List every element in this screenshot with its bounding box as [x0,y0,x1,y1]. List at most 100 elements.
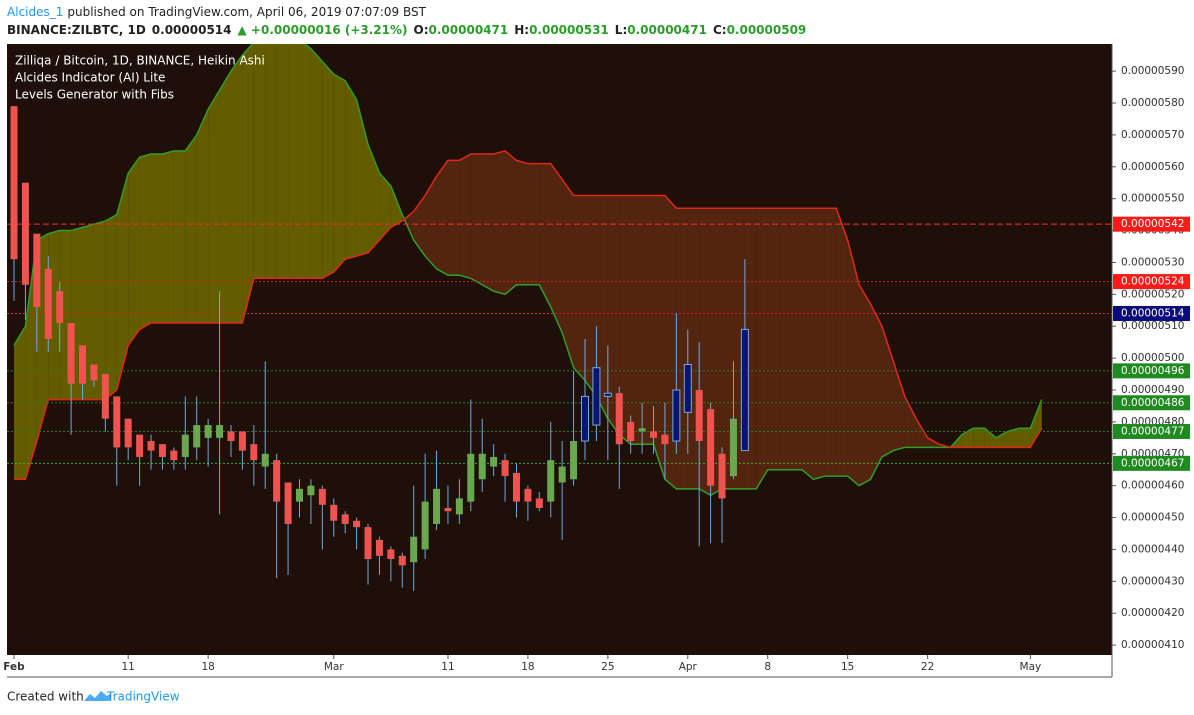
cloud-fill [676,208,688,489]
y-tick-label: 0.00000590 [1121,65,1184,77]
cloud-fill [185,134,197,324]
candle-body [296,488,303,502]
candle-body [615,393,623,445]
cloud-fill [196,109,209,324]
x-tick-label: 8 [764,661,771,673]
candle-body [535,498,543,508]
candle-body [524,488,532,502]
x-tick-label: Feb [3,661,25,673]
level-label-box [1113,395,1190,411]
cloud-fill [379,173,391,241]
cloud-fill [756,208,768,489]
candle-body [79,345,87,384]
cloud-fill [801,208,814,480]
candle-body [398,555,406,566]
cloud-fill [596,195,608,419]
candle-body [547,460,555,502]
cloud-fill [585,195,597,397]
candle-body [570,441,578,480]
cloud-fill [859,284,871,486]
candle-body [353,520,361,528]
candle-body [375,539,383,556]
legend-indicator: Alcides Indicator (AI) Lite [15,71,165,85]
cloud-fill [436,160,448,276]
ohlc-value: 0.00000471 [429,23,509,37]
candle-body [250,444,258,461]
cloud-fill [607,195,620,435]
level-label-box [1113,423,1190,439]
candle-body [592,367,601,426]
candle-body [44,268,52,339]
candle-body [261,453,269,467]
level-label-box [1113,274,1190,290]
candle-body [158,444,166,457]
candle-body [672,389,681,442]
candle-body [683,363,692,413]
candle-body [433,488,441,524]
candle-body [627,421,635,442]
author[interactable]: Alcides_1 [7,5,63,19]
plot [7,44,1112,591]
created-with: Created with [7,690,84,704]
candle-body [113,396,121,448]
cloud-fill [767,208,780,470]
level-label-box [1113,305,1190,321]
cloud-fill [824,208,837,477]
level-label: 0.00000477 [1121,425,1184,437]
candle-body [410,536,418,563]
x-tick-label: 11 [122,661,135,673]
candle-body [147,441,155,451]
cloud-fill [253,44,266,279]
level-label: 0.00000542 [1121,218,1184,230]
x-tick-label: 25 [601,661,614,673]
cloud-fill [413,195,426,257]
published: published on TradingView.com, April 06, … [67,5,426,19]
cloud-fill [173,150,186,324]
level-label-box [1113,216,1190,232]
cloud-fill [265,44,277,279]
cloud-fill [961,428,974,448]
cloud-fill [893,361,905,451]
candle-body [318,488,326,505]
candle-body [501,460,509,477]
candle-body [558,466,566,483]
cloud-fill [459,154,471,279]
candle-body [490,456,498,467]
candle-body [603,392,612,397]
brand[interactable]: TradingView [106,690,180,704]
candle-body [227,431,235,442]
cloud-line [13,44,1043,497]
candle-body [238,431,246,451]
cloud-fill [1007,428,1019,448]
candle-body [33,233,41,308]
cloud-fill [105,214,117,400]
cloud-fill [619,195,631,445]
plot-background [7,44,1112,655]
y-tick-label: 0.00000420 [1121,607,1184,619]
cloud-fill [219,71,231,324]
cloud-fill [996,431,1008,448]
cloud-fill [368,144,380,253]
publish-line: Alcides_1 published on TradingView.com, A… [7,5,427,19]
cloud-fill [664,195,677,489]
ohlc-value: 0.00000471 [627,23,707,37]
cloud-fill [779,208,791,470]
cloud-fill [230,55,243,324]
cloud-fill [116,173,129,390]
candle-body [101,374,109,419]
candle-body [455,498,463,515]
cloud-fill [550,163,563,333]
cloud-fill [128,157,140,346]
cloud-fill [493,150,506,295]
cloud-fill [310,48,323,279]
y-tick-label: 0.00000570 [1121,129,1184,141]
x-tick-label: 15 [841,661,854,673]
y-tick-label: 0.00000520 [1121,288,1184,300]
candle-body [729,418,737,477]
candle-body [638,428,646,432]
x-tick-label: 22 [921,661,934,673]
y-tick-label: 0.00000450 [1121,512,1184,524]
level-label: 0.00000486 [1121,397,1185,409]
candle-body [364,527,372,560]
